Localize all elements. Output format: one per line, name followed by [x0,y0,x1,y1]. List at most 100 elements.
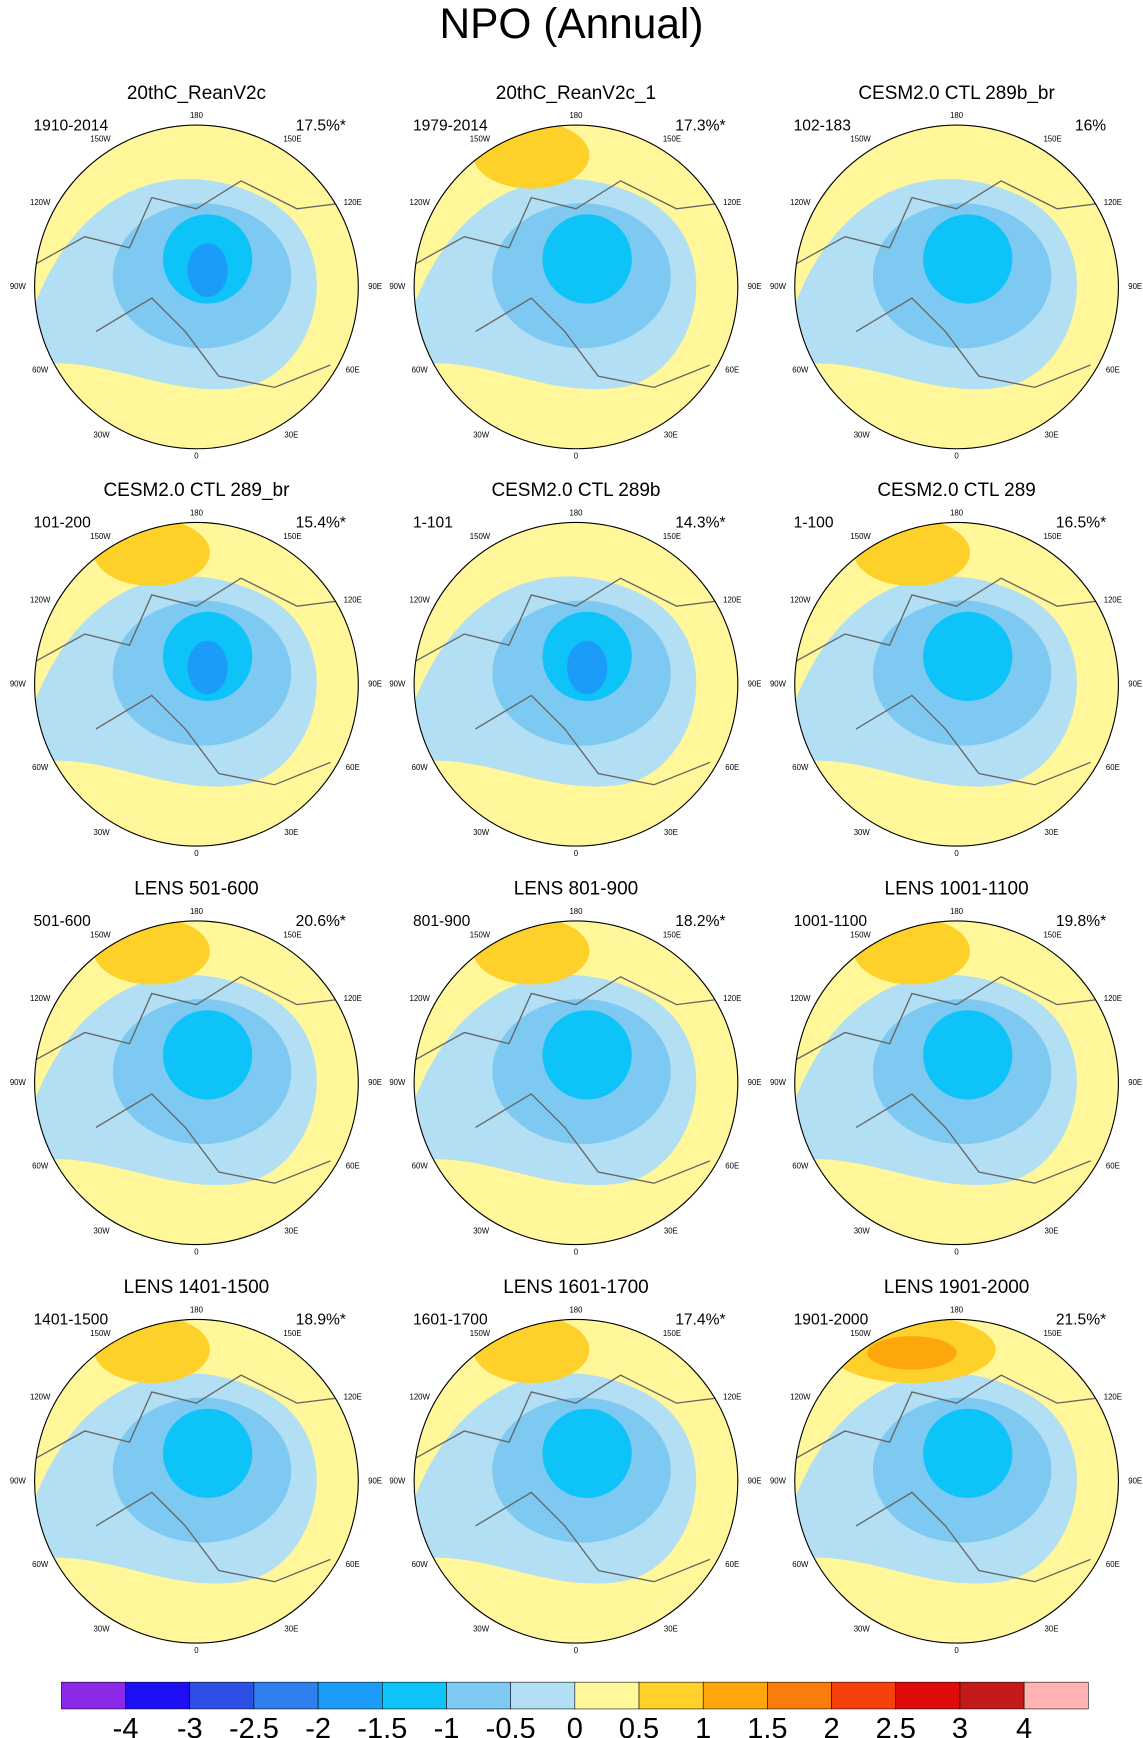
lon-label: 90E [748,679,762,688]
colorbar-box [510,1681,576,1710]
colorbar-label: 3 [952,1713,968,1738]
neg-area [542,214,632,304]
lon-label: 30W [94,1625,111,1634]
colorbar-box [702,1681,768,1710]
lon-label: 60W [792,1560,809,1569]
map-border [794,521,1120,847]
lon-label: 120W [410,994,431,1003]
lon-label: 60W [412,366,429,375]
coastline [794,1374,1102,1583]
lon-label: 60W [32,763,49,772]
lon-label: 90E [368,282,382,291]
neg-area [923,214,1013,304]
lon-label: 30E [284,430,298,439]
panel-variance: 21.5%* [1056,1312,1106,1329]
lon-label: 120W [410,596,431,605]
neg-area [542,1408,632,1498]
map [34,920,359,1245]
lon-label: 30E [1045,1226,1059,1235]
lon-label: 150W [850,532,871,541]
colorbar-label: 1.5 [747,1713,787,1738]
panel-title: LENS 1601-1700 [503,1277,649,1298]
lon-label: 90E [368,1476,382,1485]
lon-label: 150W [850,930,871,939]
map [794,1319,1119,1644]
neg-area [923,611,1013,702]
lon-label: 90E [368,1078,382,1087]
lon-label: 90W [770,1476,787,1485]
lon-label: 150E [283,532,301,541]
neg-area [923,1010,1013,1100]
coastline [794,975,1102,1184]
lon-label: 90W [10,679,27,688]
map [794,522,1119,847]
map-border [34,124,359,450]
map [414,1319,738,1644]
lon-label: 120E [344,1393,362,1402]
coastline [414,180,722,389]
map-border [413,1318,739,1644]
colorbar-box [253,1681,319,1710]
lon-label: 150E [1043,532,1061,541]
colorbar-label: -2.5 [229,1713,279,1738]
lon-label: 120E [1104,994,1122,1003]
lon-label: 60E [346,763,360,772]
panel-period: 1901-2000 [794,1312,869,1329]
lon-label: 0 [954,1646,959,1655]
lon-label: 180 [190,111,204,120]
lon-label: 30W [473,430,490,439]
coastline [414,1374,722,1583]
colorbar-box [767,1681,832,1710]
panel-period: 1-100 [794,515,834,532]
lon-label: 120W [30,994,51,1003]
map-border [794,920,1120,1246]
panel-title: LENS 1901-2000 [884,1277,1030,1298]
lon-label: 0 [954,849,959,858]
colorbar-box [317,1681,383,1710]
lon-label: 0 [574,1247,579,1256]
lon-label: 60W [32,1162,49,1171]
lon-label: 30W [94,1226,111,1235]
lon-label: 30E [664,1625,678,1634]
lon-label: 180 [190,907,204,916]
lon-label: 90W [389,282,406,291]
lon-label: 90W [10,282,27,291]
lon-label: 90E [748,1476,762,1485]
lon-label: 180 [569,509,583,518]
lon-label: 120W [30,1393,51,1402]
lon-label: 120W [410,198,431,207]
lon-label: 60W [792,763,809,772]
lon-label: 0 [574,1646,579,1655]
map-border [413,124,739,450]
lon-label: 90W [10,1078,27,1087]
panel-title: CESM2.0 CTL 289_br [103,480,289,501]
lon-label: 150W [90,532,111,541]
panel-variance: 17.3%* [675,117,725,134]
panel-variance: 16.5%* [1056,515,1106,532]
lon-label: 150E [1043,930,1061,939]
lon-label: 150E [663,1329,681,1338]
lon-label: 60E [725,763,739,772]
panel-title: 20thC_ReanV2c_1 [496,83,656,104]
lon-label: 150W [850,1329,871,1338]
lon-label: 180 [950,907,964,916]
lon-label: 60E [346,1560,360,1569]
map [414,920,738,1245]
map-border [413,521,739,847]
colorbar-label: 4 [1016,1713,1032,1738]
lon-label: 150E [283,135,301,144]
coastline [414,577,722,786]
map [414,522,738,847]
map-border [34,1318,359,1644]
panel-title: LENS 1001-1100 [885,879,1029,900]
lon-label: 30E [664,430,678,439]
lon-label: 60E [725,1560,739,1569]
lon-label: 120E [344,994,362,1003]
colorbar-box [831,1681,897,1710]
lon-label: 30W [854,1625,871,1634]
colorbar-box [895,1681,961,1710]
colorbar-label: 1 [695,1713,711,1738]
colorbar-label: -3 [177,1713,203,1738]
lon-label: 0 [194,849,199,858]
panel-variance: 16% [1075,117,1106,134]
